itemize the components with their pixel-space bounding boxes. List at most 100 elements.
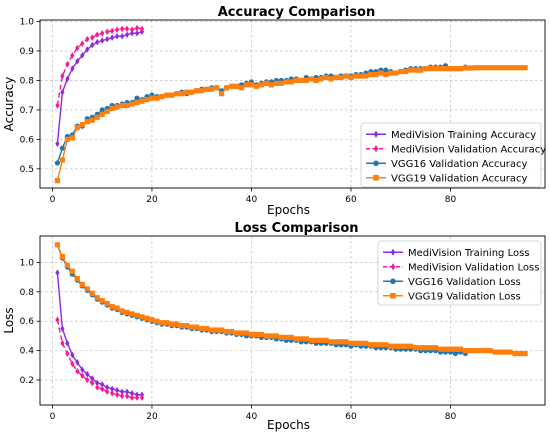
data-point — [413, 345, 419, 351]
data-point — [378, 70, 384, 76]
data-point — [388, 70, 394, 76]
data-point — [199, 88, 205, 94]
data-point — [59, 157, 65, 163]
data-point — [120, 32, 125, 40]
data-point — [95, 384, 100, 391]
data-point — [248, 331, 255, 338]
series-line-medivision-training-accuracy — [56, 31, 143, 144]
data-point — [129, 26, 135, 33]
data-point — [502, 349, 508, 355]
data-point — [348, 74, 354, 81]
data-point — [283, 79, 289, 85]
data-point — [95, 38, 100, 46]
data-point — [497, 349, 503, 355]
data-point — [120, 388, 125, 396]
data-point — [119, 308, 125, 314]
legend-entry-vgg19-validation-loss: VGG19 Validation Loss — [383, 291, 521, 302]
data-point — [64, 136, 70, 142]
data-point — [408, 67, 414, 73]
legend-entry-medivision-training-loss: MediVision Training Loss — [383, 248, 530, 259]
legend-label: MediVision Validation Accuracy — [391, 144, 546, 155]
data-point — [422, 66, 429, 72]
data-point — [54, 160, 61, 166]
data-point — [105, 35, 110, 43]
data-point — [418, 345, 424, 351]
data-point — [75, 44, 80, 52]
data-point — [437, 346, 444, 352]
data-point — [60, 325, 65, 332]
data-point — [124, 25, 130, 33]
data-point — [214, 327, 220, 333]
data-point — [253, 331, 260, 338]
legend: MediVision Training Accuracy MediVision V… — [360, 122, 546, 188]
data-point — [233, 330, 240, 336]
data-point — [124, 388, 130, 396]
data-point — [403, 68, 409, 75]
data-point — [79, 281, 85, 288]
data-point — [308, 76, 314, 82]
legend-label: MediVision Training Accuracy — [391, 130, 536, 141]
chart-title: Accuracy Comparison — [218, 5, 376, 20]
data-point — [90, 41, 95, 49]
data-point — [452, 66, 459, 72]
data-point — [512, 65, 518, 71]
y-axis-label: Loss — [2, 307, 16, 333]
data-point — [55, 316, 60, 324]
data-point — [303, 77, 309, 84]
data-point — [70, 52, 75, 59]
series-medivision-training-loss — [55, 269, 145, 398]
y-tick-label: 0.7 — [20, 106, 34, 116]
data-point — [84, 119, 90, 125]
data-point — [80, 52, 85, 59]
y-tick-label: 0.8 — [20, 76, 35, 86]
data-point — [114, 104, 120, 110]
data-point — [258, 82, 265, 88]
data-point — [343, 339, 349, 345]
data-point — [383, 342, 389, 348]
data-point — [110, 385, 115, 393]
series-line-medivision-validation-accuracy — [56, 27, 143, 106]
data-point — [114, 305, 120, 311]
data-point — [403, 343, 409, 349]
data-point — [273, 333, 279, 339]
data-point — [84, 286, 90, 292]
data-point — [522, 65, 528, 71]
x-tick-label: 80 — [445, 412, 457, 422]
data-point — [55, 269, 60, 276]
data-point — [214, 85, 220, 91]
data-point — [179, 91, 185, 97]
data-point — [204, 325, 210, 332]
data-point — [398, 68, 404, 75]
data-point — [378, 342, 384, 348]
data-point — [422, 345, 429, 351]
legend-marker — [390, 248, 396, 256]
series-vgg19-validation-accuracy — [54, 65, 528, 184]
data-point — [228, 328, 235, 335]
x-tick-label: 40 — [246, 195, 258, 205]
data-point — [99, 298, 105, 304]
data-point — [263, 80, 269, 86]
data-point — [194, 88, 200, 94]
y-tick-label: 0.8 — [20, 288, 35, 298]
x-tick-label: 20 — [146, 195, 158, 205]
data-point — [363, 340, 369, 346]
data-point — [437, 66, 444, 72]
data-point — [109, 105, 115, 112]
series-line-medivision-validation-loss — [56, 319, 142, 399]
data-point — [447, 346, 454, 352]
data-point — [179, 323, 185, 329]
data-point — [457, 346, 464, 352]
data-point — [298, 336, 304, 342]
legend-entry-vgg16-validation-accuracy: VGG16 Validation Accuracy — [366, 159, 528, 170]
data-point — [427, 66, 434, 72]
legend-marker — [390, 263, 396, 271]
data-point — [149, 317, 155, 323]
data-point — [243, 82, 250, 88]
y-tick-label: 1.0 — [20, 258, 35, 268]
data-point — [233, 83, 240, 89]
data-point — [124, 309, 130, 316]
data-point — [139, 314, 145, 320]
data-point — [432, 66, 439, 72]
data-point — [472, 65, 478, 71]
data-point — [124, 31, 130, 38]
